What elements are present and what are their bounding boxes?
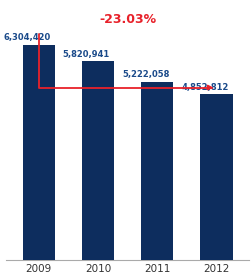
Bar: [199, 94, 232, 260]
Bar: [140, 82, 173, 260]
Text: -23.03%: -23.03%: [99, 13, 155, 26]
Text: 5,820,941: 5,820,941: [62, 50, 110, 59]
Text: 4,852,812: 4,852,812: [180, 83, 228, 92]
Bar: [22, 45, 55, 260]
Bar: [81, 61, 114, 260]
Text: 5,222,058: 5,222,058: [121, 70, 169, 79]
Text: 6,304,420: 6,304,420: [4, 33, 51, 42]
